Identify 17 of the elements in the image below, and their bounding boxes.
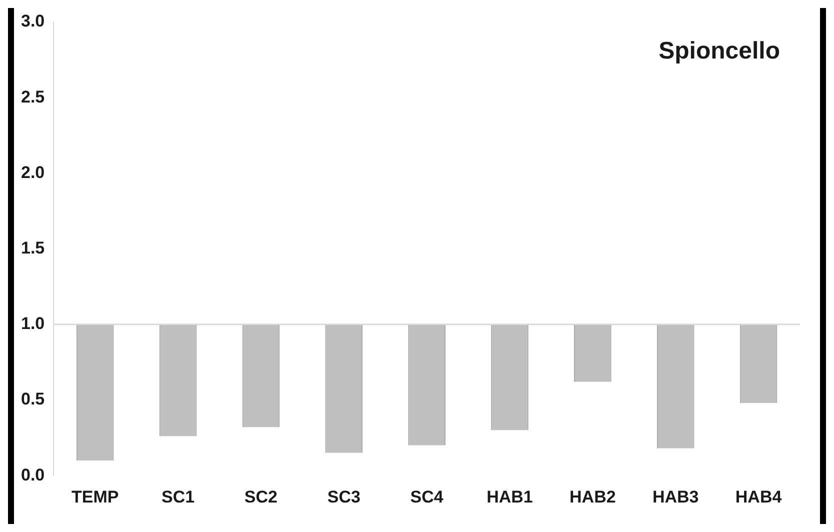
x-tick-label: HAB3 [652, 487, 699, 506]
x-tick-label: SC2 [244, 487, 278, 506]
y-tick-label: 3.0 [20, 12, 45, 31]
y-tick-label: 0.0 [20, 465, 45, 484]
y-tick-label: 2.5 [20, 87, 45, 106]
y-tick-label: 1.0 [20, 314, 45, 334]
x-tick-label: HAB1 [486, 487, 533, 506]
x-tick-label: SC1 [161, 487, 195, 506]
y-tick-label: 2.0 [20, 162, 45, 182]
x-tick-label: HAB4 [735, 487, 782, 506]
x-tick-label: SC4 [410, 487, 444, 506]
text: Spioncello [658, 38, 780, 65]
y-tick-label: 0.5 [20, 390, 45, 409]
x-tick-label: SC3 [327, 487, 360, 506]
y-tick-label: 1.5 [20, 238, 45, 258]
x-tick-label: TEMP [71, 487, 119, 506]
x-tick-label: HAB2 [570, 487, 616, 506]
